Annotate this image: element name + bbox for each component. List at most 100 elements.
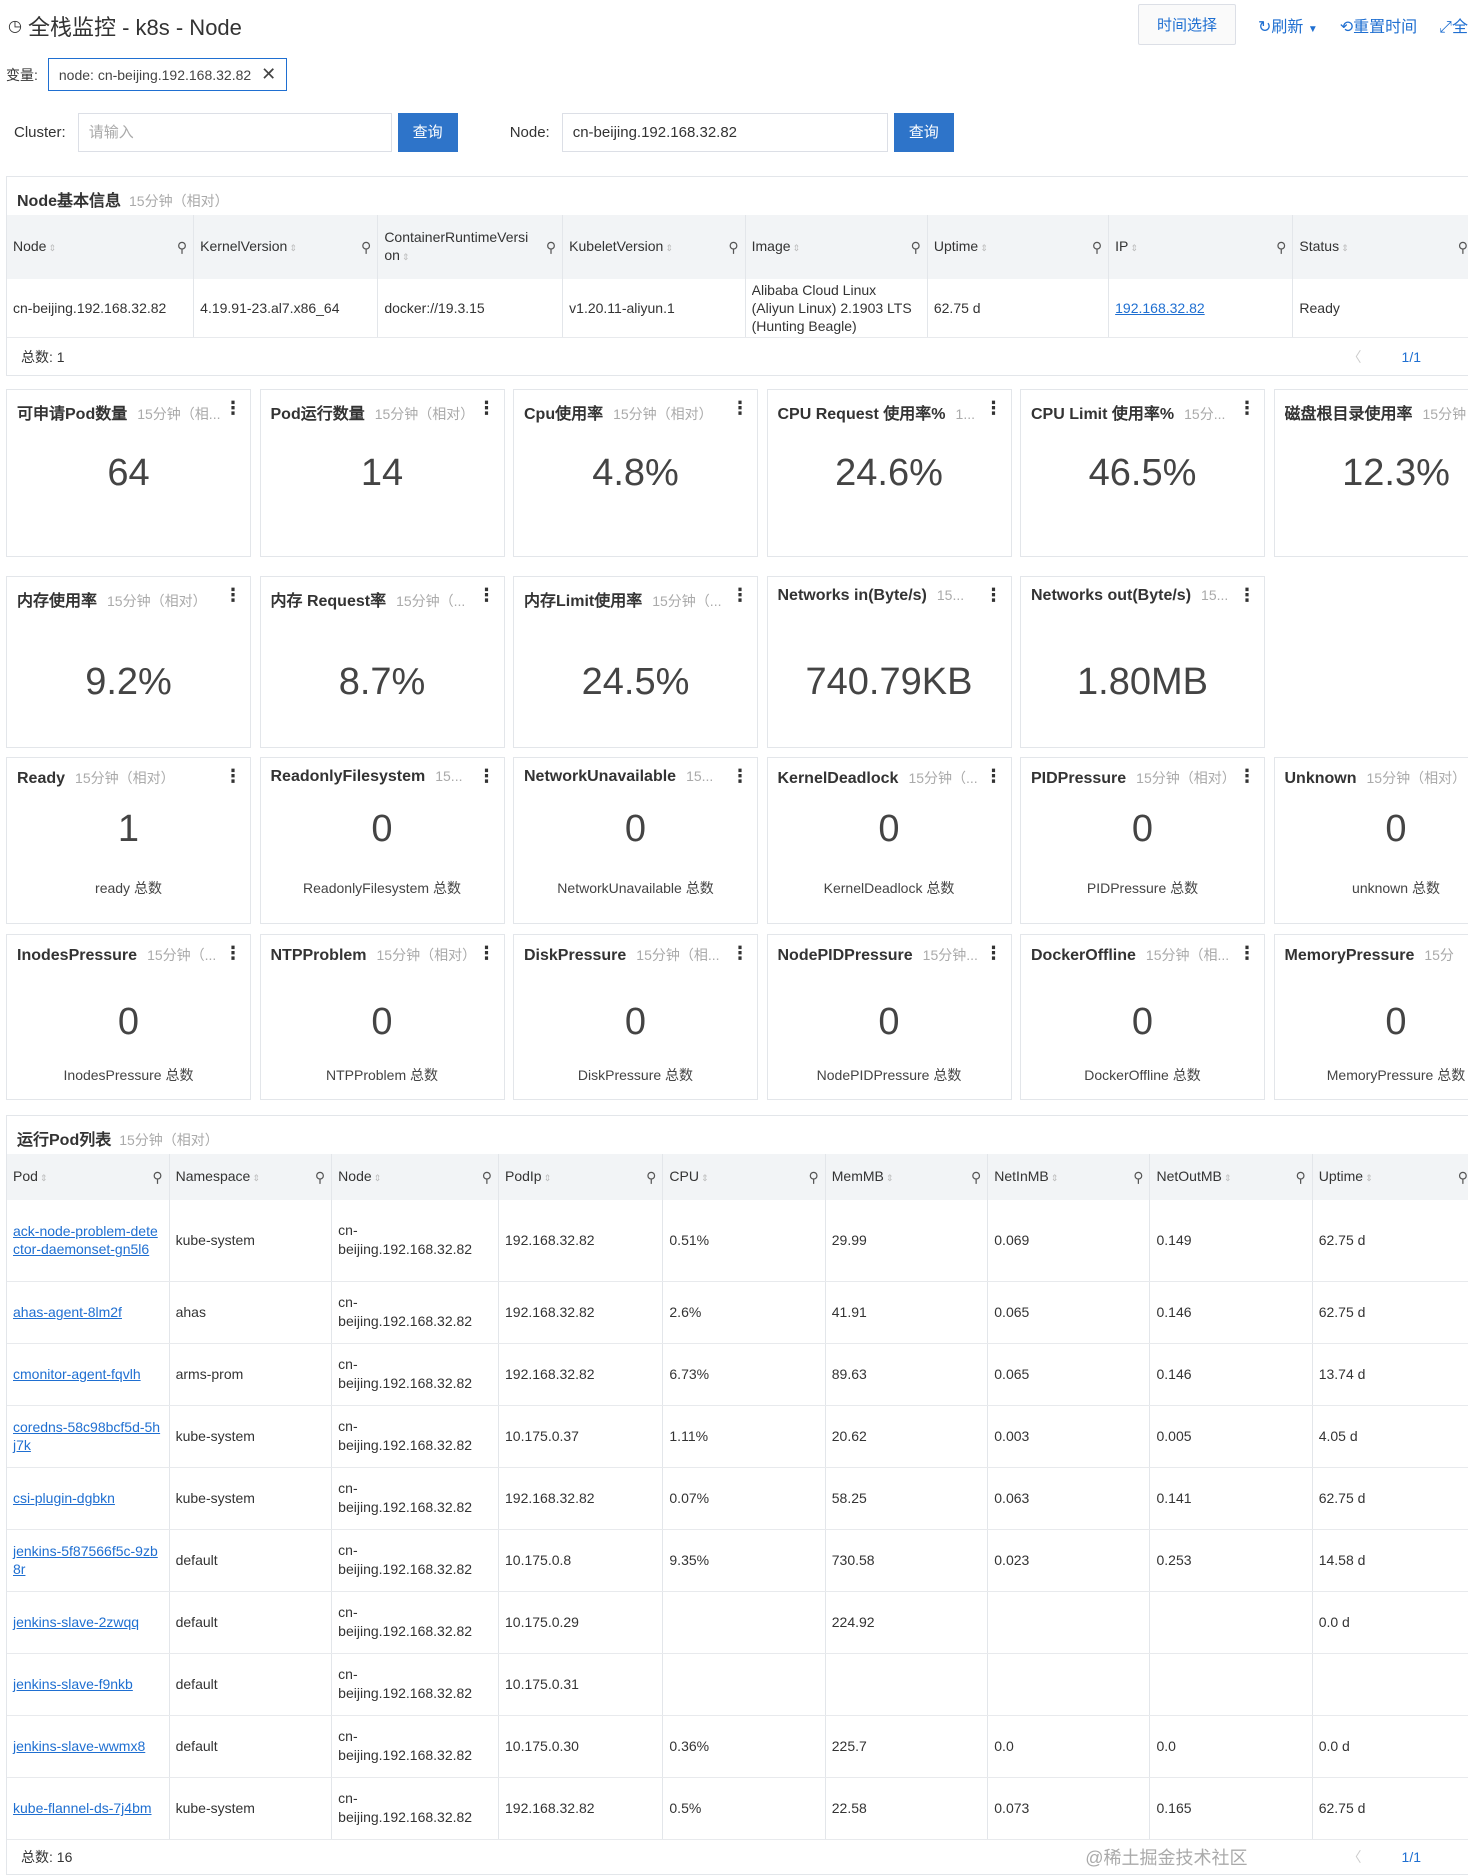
sort-icon[interactable]: ⇕ bbox=[40, 1173, 48, 1183]
more-options-icon[interactable]: ⋮ bbox=[985, 943, 1003, 964]
pod-link[interactable]: jenkins-slave-2zwqq bbox=[13, 1614, 139, 1630]
search-icon[interactable]: ⚲ bbox=[809, 1168, 819, 1186]
sort-icon[interactable]: ⇕ bbox=[1365, 1173, 1373, 1183]
metric-label: ready 总数 bbox=[7, 878, 250, 898]
fullscreen-button[interactable]: ⤢全 bbox=[1439, 13, 1468, 37]
sort-icon[interactable]: ⇕ bbox=[793, 243, 801, 253]
sort-icon[interactable]: ⇕ bbox=[665, 243, 673, 253]
metric-value: 0 bbox=[261, 1001, 504, 1044]
column-header[interactable]: CPU⇕⚲ bbox=[663, 1154, 825, 1200]
search-icon[interactable]: ⚲ bbox=[361, 238, 371, 256]
column-header[interactable]: Pod⇕⚲ bbox=[7, 1154, 169, 1200]
column-header[interactable]: Uptime⇕⚲ bbox=[1312, 1154, 1468, 1200]
pod-link[interactable]: jenkins-slave-wwmx8 bbox=[13, 1738, 145, 1754]
column-header[interactable]: NetOutMB⇕⚲ bbox=[1150, 1154, 1312, 1200]
column-header[interactable]: PodIp⇕⚲ bbox=[499, 1154, 663, 1200]
search-icon[interactable]: ⚲ bbox=[911, 238, 921, 256]
more-options-icon[interactable]: ⋮ bbox=[731, 585, 749, 606]
sort-icon[interactable]: ⇕ bbox=[1224, 1173, 1232, 1183]
more-options-icon[interactable]: ⋮ bbox=[1238, 398, 1256, 419]
search-icon[interactable]: ⚲ bbox=[1458, 1168, 1468, 1186]
search-icon[interactable]: ⚲ bbox=[177, 238, 187, 256]
search-icon[interactable]: ⚲ bbox=[646, 1168, 656, 1186]
more-options-icon[interactable]: ⋮ bbox=[985, 398, 1003, 419]
column-header[interactable]: Uptime⇕⚲ bbox=[927, 215, 1108, 279]
more-options-icon[interactable]: ⋮ bbox=[478, 766, 496, 787]
close-icon[interactable]: ✕ bbox=[261, 64, 276, 85]
more-options-icon[interactable]: ⋮ bbox=[478, 398, 496, 419]
pod-link[interactable]: cmonitor-agent-fqvlh bbox=[13, 1366, 141, 1382]
sort-icon[interactable]: ⇕ bbox=[48, 243, 56, 253]
prev-page-button[interactable]: 〈 bbox=[1348, 1847, 1362, 1867]
column-header[interactable]: MemMB⇕⚲ bbox=[825, 1154, 988, 1200]
variable-tag[interactable]: node: cn-beijing.192.168.32.82✕ bbox=[48, 58, 287, 91]
sort-icon[interactable]: ⇕ bbox=[1341, 243, 1349, 253]
pod-link[interactable]: jenkins-5f87566f5c-9zb8r bbox=[13, 1543, 158, 1577]
search-icon[interactable]: ⚲ bbox=[971, 1168, 981, 1186]
search-icon[interactable]: ⚲ bbox=[1092, 238, 1102, 256]
column-header[interactable]: KernelVersion⇕⚲ bbox=[194, 215, 378, 279]
table-cell: cn-beijing.192.168.32.82 bbox=[7, 279, 194, 337]
sort-icon[interactable]: ⇕ bbox=[980, 243, 988, 253]
search-icon[interactable]: ⚲ bbox=[1295, 1168, 1305, 1186]
ip-link[interactable]: 192.168.32.82 bbox=[1115, 300, 1205, 316]
column-header[interactable]: Status⇕⚲ bbox=[1293, 215, 1468, 279]
more-options-icon[interactable]: ⋮ bbox=[985, 766, 1003, 787]
pod-link[interactable]: csi-plugin-dgbkn bbox=[13, 1490, 115, 1506]
more-options-icon[interactable]: ⋮ bbox=[985, 585, 1003, 606]
node-input[interactable]: cn-beijing.192.168.32.82 bbox=[562, 113, 888, 152]
search-icon[interactable]: ⚲ bbox=[728, 238, 738, 256]
more-options-icon[interactable]: ⋮ bbox=[731, 943, 749, 964]
search-icon[interactable]: ⚲ bbox=[482, 1168, 492, 1186]
sort-icon[interactable]: ⇕ bbox=[1051, 1173, 1059, 1183]
more-options-icon[interactable]: ⋮ bbox=[731, 766, 749, 787]
sort-icon[interactable]: ⇕ bbox=[402, 252, 410, 262]
cluster-input[interactable]: 请输入 bbox=[78, 113, 392, 152]
pod-link[interactable]: ack-node-problem-detector-daemonset-gn5l… bbox=[13, 1223, 158, 1257]
more-options-icon[interactable]: ⋮ bbox=[1238, 943, 1256, 964]
pod-link[interactable]: ahas-agent-8lm2f bbox=[13, 1304, 122, 1320]
time-select-button[interactable]: 时间选择 bbox=[1138, 4, 1236, 45]
sort-icon[interactable]: ⇕ bbox=[374, 1173, 382, 1183]
column-header[interactable]: Namespace⇕⚲ bbox=[169, 1154, 332, 1200]
more-options-icon[interactable]: ⋮ bbox=[224, 943, 242, 964]
more-options-icon[interactable]: ⋮ bbox=[224, 766, 242, 787]
column-header[interactable]: KubeletVersion⇕⚲ bbox=[563, 215, 745, 279]
search-icon[interactable]: ⚲ bbox=[1276, 238, 1286, 256]
refresh-icon: ↻ bbox=[1258, 19, 1271, 36]
search-icon[interactable]: ⚲ bbox=[315, 1168, 325, 1186]
more-options-icon[interactable]: ⋮ bbox=[478, 585, 496, 606]
refresh-button[interactable]: ↻刷新 ▼ bbox=[1258, 13, 1318, 37]
cluster-query-button[interactable]: 查询 bbox=[398, 113, 458, 152]
reset-time-button[interactable]: ⟲重置时间 bbox=[1340, 13, 1417, 37]
more-options-icon[interactable]: ⋮ bbox=[1238, 585, 1256, 606]
more-options-icon[interactable]: ⋮ bbox=[731, 398, 749, 419]
sort-icon[interactable]: ⇕ bbox=[544, 1173, 552, 1183]
pod-link[interactable]: jenkins-slave-f9nkb bbox=[13, 1676, 133, 1692]
search-icon[interactable]: ⚲ bbox=[546, 238, 556, 256]
pod-link[interactable]: coredns-58c98bcf5d-5hj7k bbox=[13, 1419, 160, 1453]
column-header[interactable]: Node⇕⚲ bbox=[332, 1154, 499, 1200]
column-header[interactable]: Image⇕⚲ bbox=[745, 215, 927, 279]
search-icon[interactable]: ⚲ bbox=[1458, 238, 1468, 256]
sort-icon[interactable]: ⇕ bbox=[252, 1173, 260, 1183]
sort-icon[interactable]: ⇕ bbox=[701, 1173, 709, 1183]
column-header[interactable]: Node⇕⚲ bbox=[7, 215, 194, 279]
more-options-icon[interactable]: ⋮ bbox=[224, 585, 242, 606]
metric-value: 0 bbox=[514, 1001, 757, 1044]
more-options-icon[interactable]: ⋮ bbox=[224, 398, 242, 419]
column-header[interactable]: ContainerRuntimeVersion⇕⚲ bbox=[378, 215, 563, 279]
sort-icon[interactable]: ⇕ bbox=[1130, 243, 1138, 253]
column-header[interactable]: NetInMB⇕⚲ bbox=[988, 1154, 1150, 1200]
search-icon[interactable]: ⚲ bbox=[152, 1168, 162, 1186]
pod-link[interactable]: kube-flannel-ds-7j4bm bbox=[13, 1800, 152, 1816]
sort-icon[interactable]: ⇕ bbox=[886, 1173, 894, 1183]
node-query-button[interactable]: 查询 bbox=[894, 113, 954, 152]
sort-icon[interactable]: ⇕ bbox=[289, 243, 297, 253]
column-header[interactable]: IP⇕⚲ bbox=[1109, 215, 1293, 279]
more-options-icon[interactable]: ⋮ bbox=[478, 943, 496, 964]
search-icon[interactable]: ⚲ bbox=[1133, 1168, 1143, 1186]
more-options-icon[interactable]: ⋮ bbox=[1238, 766, 1256, 787]
prev-page-button[interactable]: 〈 bbox=[1348, 347, 1362, 367]
